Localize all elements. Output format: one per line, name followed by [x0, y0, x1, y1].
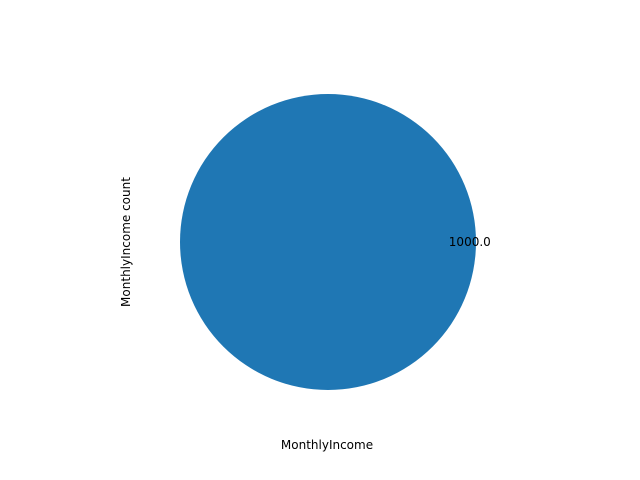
- y-axis-label: MonthlyIncome count: [119, 177, 133, 307]
- pie-slice-label: 1000.0: [449, 235, 491, 249]
- pie-slice: [180, 94, 476, 390]
- pie-slice-labels: 1000.0: [449, 235, 491, 249]
- pie-slices: [180, 94, 476, 390]
- x-axis-label: MonthlyIncome: [281, 438, 373, 452]
